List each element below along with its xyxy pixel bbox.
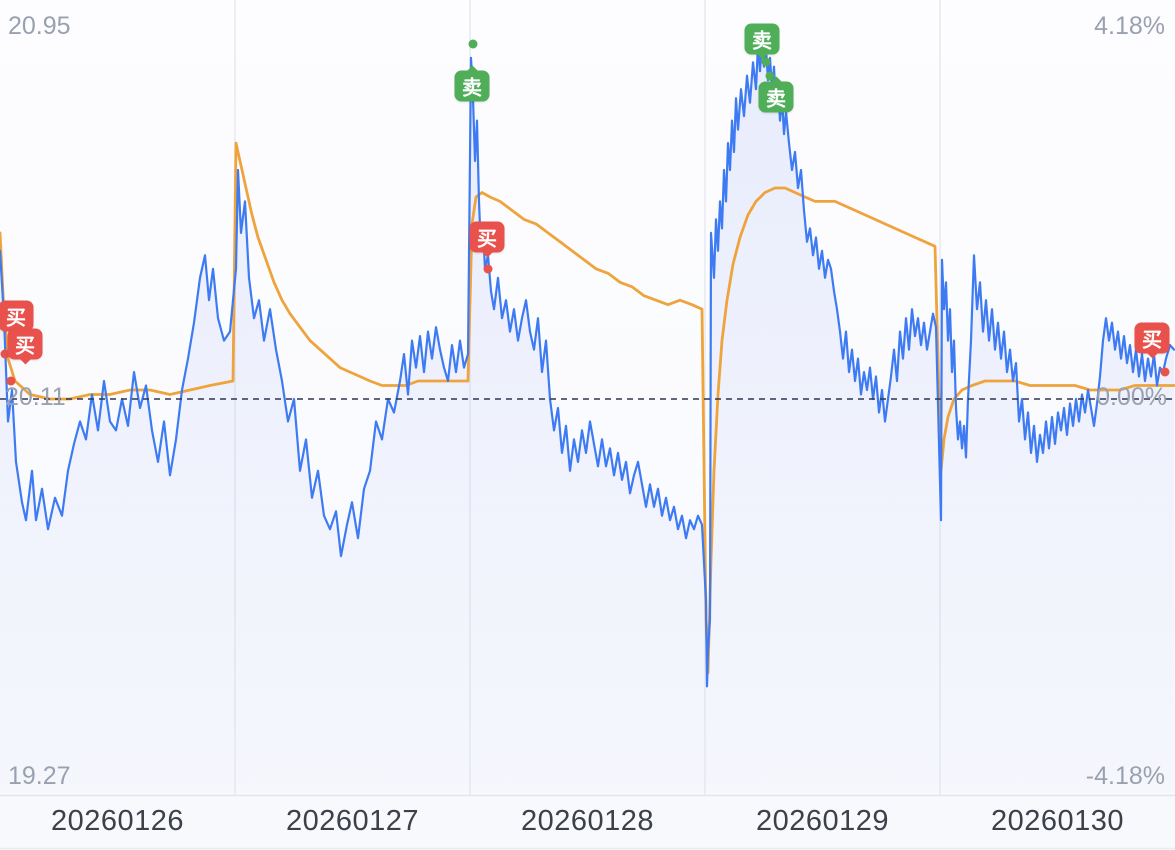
y-axis-min-price-label: 19.27 [8, 762, 71, 790]
avg-price-line [0, 141, 1175, 675]
buy-marker-badge[interactable]: 买 [1134, 322, 1170, 359]
buy-marker-badge[interactable]: 买 [469, 221, 505, 258]
sell-marker-badge[interactable]: 卖 [758, 76, 794, 113]
buy-marker-dot [0, 349, 10, 359]
sell-marker-label: 卖 [766, 88, 786, 111]
sell-marker-label: 卖 [752, 30, 772, 53]
sell-marker-badge[interactable]: 卖 [454, 65, 490, 102]
buy-marker-label: 买 [1142, 329, 1162, 352]
badge-tail [466, 60, 478, 72]
sell-marker-dot [468, 39, 478, 49]
buy-marker-badge[interactable]: 买 [7, 328, 43, 365]
y-axis-mid-price-label: 20.11 [5, 383, 66, 412]
sell-marker-label: 卖 [462, 77, 482, 100]
y-axis-max-price-label: 20.95 [8, 12, 71, 40]
sell-marker-dot [765, 71, 775, 81]
badge-tail [481, 251, 493, 263]
x-axis-label-day2: 20260127 [285, 805, 420, 837]
x-axis-label-day3: 20260128 [520, 805, 655, 837]
badge-tail [1146, 352, 1158, 365]
buy-marker-label: 买 [15, 335, 35, 358]
badge-tail [756, 53, 768, 66]
badge-tail [770, 70, 782, 83]
x-axis-label-day1: 20260126 [50, 805, 185, 837]
sell-marker-badge[interactable]: 卖 [744, 23, 780, 60]
badge-tail [19, 358, 31, 371]
buy-marker-dot [483, 264, 493, 274]
buy-marker-badge[interactable]: 买 [0, 300, 34, 337]
price-line [0, 38, 1175, 688]
price-area-fill [0, 39, 1174, 793]
buy-marker-label: 买 [477, 228, 497, 251]
y-axis-min-pct-label: -4.18% [1085, 762, 1165, 790]
y-axis-max-pct-label: 4.18% [1094, 12, 1165, 40]
x-axis-label-day4: 20260129 [755, 805, 890, 837]
buy-marker-dot [6, 376, 16, 386]
y-axis-mid-pct-label: 0.00% [1096, 383, 1167, 412]
buy-marker-dot [1160, 367, 1170, 377]
buy-marker-label: 买 [6, 307, 26, 330]
x-axis-label-day5: 20260130 [990, 805, 1125, 837]
sell-marker-dot [761, 57, 771, 67]
